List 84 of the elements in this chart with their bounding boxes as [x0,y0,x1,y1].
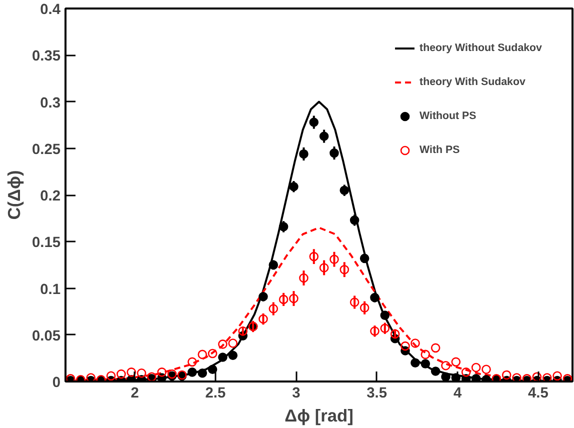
point [228,338,238,348]
point [86,373,96,382]
y-tick-label: 0.3 [40,95,60,112]
point [309,252,319,262]
point [390,329,400,339]
y-tick-label: 0.25 [32,142,61,158]
point [136,368,146,378]
point [451,357,461,367]
point [319,132,329,141]
point [420,350,430,360]
point [126,368,136,377]
point [532,372,542,382]
y-tick-label: 0 [52,375,61,391]
point [218,340,228,349]
point [482,364,491,374]
point [289,182,298,192]
point [157,368,167,377]
point [471,374,481,382]
point [410,358,420,368]
point [319,263,329,272]
point [512,373,522,382]
point [268,304,278,314]
point [198,350,208,360]
x-tick-label: 3.5 [366,386,388,402]
point [278,294,288,304]
point [330,148,339,158]
point [370,326,380,336]
point [106,371,116,381]
x-tick-label: 4 [453,386,462,402]
x-axis-title: Δϕ [rad] [284,406,354,426]
point [289,294,298,304]
point [350,216,360,225]
point [330,254,339,264]
point [228,350,238,360]
legend-label: With PS [420,144,460,156]
point [542,373,552,382]
x-tick-label: 4.5 [528,386,548,402]
point [441,372,450,382]
point [238,326,248,336]
legend-label: Without PS [420,110,476,122]
point [441,361,450,370]
point [420,359,430,368]
point [380,324,390,333]
point [360,303,370,312]
point [258,292,268,302]
point [360,254,370,264]
point [430,343,440,353]
point [502,370,512,380]
point [400,341,410,351]
y-tick-label: 0.1 [40,282,60,298]
point [461,368,471,377]
legend-label: theory Without Sudakov [420,42,542,54]
point [471,362,481,372]
point [188,368,197,377]
point [188,357,197,367]
y-tick-label: 0.15 [32,235,61,252]
point [299,149,308,159]
point [410,338,420,348]
point [380,310,390,320]
point [268,260,278,270]
point [552,371,562,381]
point [116,369,126,379]
point [309,118,319,127]
y-tick-label: 0.2 [40,188,60,204]
legend-label: theory With Sudakov [420,76,526,88]
y-axis-title: C(Δϕ) [4,170,24,220]
point [299,273,308,283]
x-tick-label: 2.5 [205,386,226,402]
point [278,222,288,232]
x-tick-label: 2 [130,386,139,402]
point [258,314,268,324]
point [208,364,218,374]
point [208,348,218,358]
point [430,366,440,376]
y-tick-label: 0.05 [32,328,61,344]
point [218,352,228,362]
point [340,186,350,195]
point [350,298,360,307]
x-tick-label: 3 [292,386,300,402]
point [198,368,208,378]
y-tick-label: 0.35 [32,48,61,65]
y-tick-label: 0.4 [40,2,62,18]
point [340,264,350,274]
point [370,292,380,302]
